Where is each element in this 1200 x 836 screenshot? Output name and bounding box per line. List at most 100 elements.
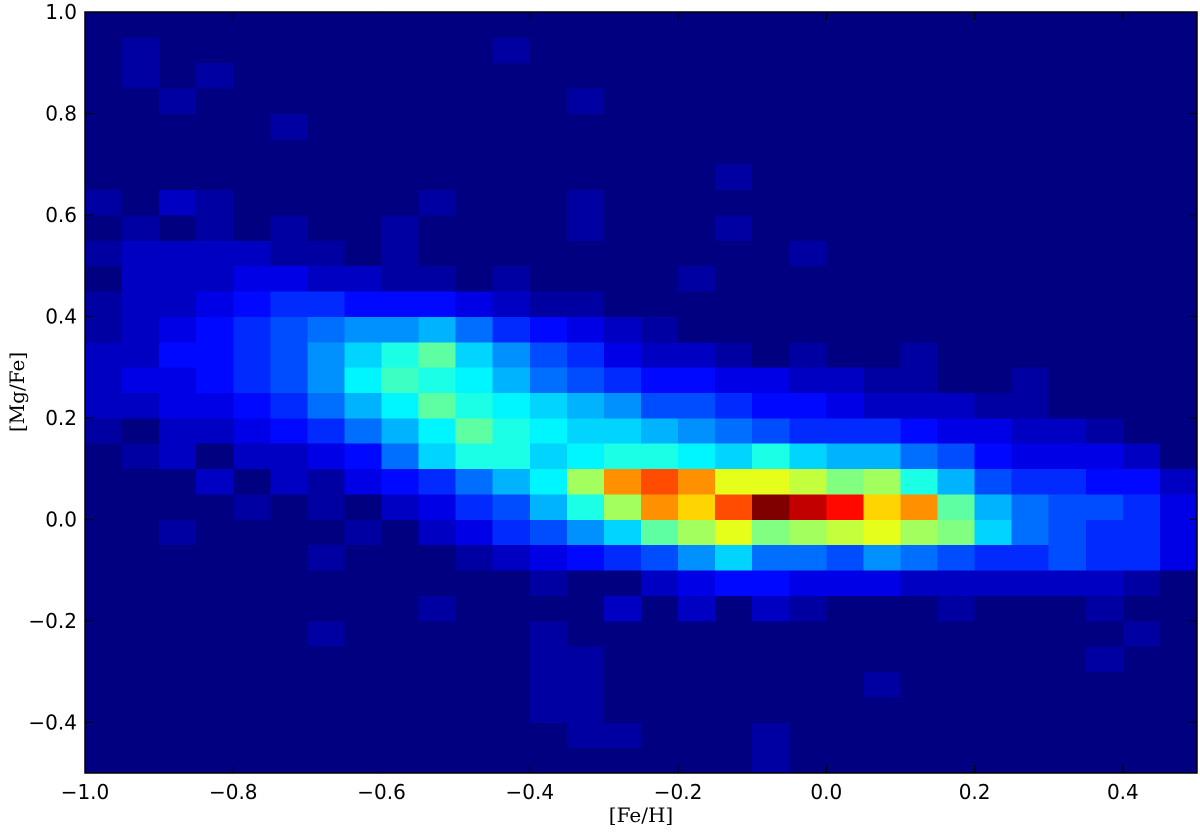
heatmap-cell (789, 671, 827, 698)
heatmap-cell (715, 595, 753, 622)
heatmap-cell (159, 570, 197, 596)
y-tick-label: 0.0 (45, 507, 77, 531)
heatmap-cell (974, 620, 1013, 647)
heatmap-cell (1085, 367, 1124, 393)
heatmap-cell (641, 88, 679, 114)
heatmap-cell (233, 417, 271, 444)
heatmap-cell (1122, 392, 1161, 419)
heatmap-cell (603, 722, 642, 749)
heatmap-cell (974, 291, 1013, 317)
heatmap-cell (196, 646, 234, 673)
heatmap-cell (85, 164, 123, 191)
heatmap-cell (381, 240, 420, 267)
heatmap-cell (937, 493, 976, 520)
heatmap-cell (1048, 62, 1087, 89)
heatmap-cell (900, 367, 939, 393)
heatmap-cell (159, 291, 197, 317)
heatmap-cell (122, 620, 160, 647)
heatmap-cell (270, 12, 308, 38)
heatmap-cell (1122, 747, 1161, 774)
heatmap-cell (641, 392, 679, 419)
heatmap-cell (641, 696, 679, 723)
heatmap-cell (492, 240, 531, 267)
heatmap-cell (418, 570, 457, 596)
heatmap-cell (418, 493, 457, 520)
heatmap-cell (752, 696, 790, 723)
heatmap-cell (566, 443, 605, 470)
heatmap-cell (641, 570, 679, 596)
heatmap-cell (1048, 696, 1087, 723)
heatmap-cell (974, 671, 1013, 698)
heatmap-cell (455, 519, 494, 546)
heatmap-cell (900, 62, 939, 89)
heatmap-cell (307, 265, 345, 292)
heatmap-cell (307, 544, 345, 571)
heatmap-cell (715, 316, 753, 343)
heatmap-cell (641, 240, 679, 267)
heatmap-cell (937, 620, 976, 647)
heatmap-cell (1011, 493, 1050, 520)
heatmap-cell (641, 265, 679, 292)
heatmap-cell (85, 37, 123, 64)
heatmap-cell (529, 620, 568, 647)
heatmap-cell (789, 367, 827, 393)
heatmap-cell (900, 240, 939, 267)
heatmap-cell (159, 367, 197, 393)
heatmap-cell (1159, 468, 1198, 495)
heatmap-cell (603, 671, 642, 698)
heatmap-cell (678, 417, 716, 444)
heatmap-cell (752, 493, 790, 520)
heatmap-cell (974, 12, 1013, 38)
heatmap-cell (233, 544, 271, 571)
heatmap-cell (715, 696, 753, 723)
heatmap-cell (789, 316, 827, 343)
heatmap-cell (900, 646, 939, 673)
heatmap-cell (233, 164, 271, 191)
heatmap-cell (196, 164, 234, 191)
heatmap-cell (826, 646, 864, 673)
heatmap-cell (1122, 291, 1161, 317)
heatmap-cell (900, 671, 939, 698)
heatmap-cell (937, 646, 976, 673)
heatmap-cell (122, 646, 160, 673)
heatmap-cell (826, 722, 864, 749)
heatmap-cell (1159, 570, 1198, 596)
heatmap-cell (455, 37, 494, 64)
heatmap-cell (826, 240, 864, 267)
heatmap-cell (974, 392, 1013, 419)
heatmap-cell (307, 671, 345, 698)
heatmap-cell (233, 646, 271, 673)
heatmap-cell (1159, 367, 1198, 393)
heatmap-cell (381, 443, 420, 470)
heatmap-cell (641, 62, 679, 89)
heatmap-cell (752, 468, 790, 495)
heatmap-cell (789, 291, 827, 317)
heatmap-cell (900, 341, 939, 368)
heatmap-cell (529, 189, 568, 216)
heatmap-cell (122, 291, 160, 317)
heatmap-cell (455, 341, 494, 368)
heatmap-cell (1011, 646, 1050, 673)
heatmap-cell (418, 417, 457, 444)
heatmap-cell (196, 316, 234, 343)
heatmap-cell (1159, 696, 1198, 723)
heatmap-cell (603, 341, 642, 368)
heatmap-cell (752, 265, 790, 292)
heatmap-cell (233, 316, 271, 343)
heatmap-cell (937, 671, 976, 698)
heatmap-cell (900, 189, 939, 216)
heatmap-cell (85, 417, 123, 444)
heatmap-cell (715, 12, 753, 38)
y-tick-label: −0.2 (28, 609, 77, 633)
heatmap-cell (641, 671, 679, 698)
heatmap-cell (1159, 37, 1198, 64)
heatmap-cell (715, 341, 753, 368)
heatmap-cell (974, 265, 1013, 292)
heatmap-cell (789, 722, 827, 749)
heatmap-cell (344, 214, 383, 241)
heatmap-cell (270, 367, 308, 393)
heatmap-cell (344, 341, 383, 368)
heatmap-cell (1011, 291, 1050, 317)
heatmap-cell (641, 417, 679, 444)
heatmap-cell (529, 696, 568, 723)
